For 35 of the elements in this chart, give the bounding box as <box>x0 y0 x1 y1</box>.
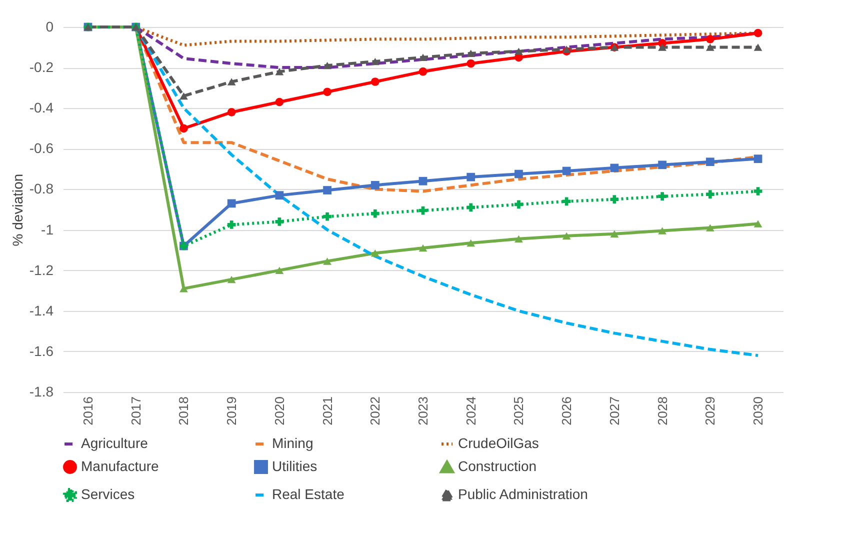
y-tick-label: -1.8 <box>29 384 54 400</box>
legend-label: Public Administration <box>458 486 588 502</box>
x-tick-label: 2024 <box>463 396 478 426</box>
y-tick-label: -0.6 <box>29 140 54 156</box>
y-tick-label: 0 <box>46 18 54 34</box>
y-tick-label: -0.2 <box>29 59 54 76</box>
x-tick-label: 2016 <box>80 396 96 426</box>
x-tick-label: 2022 <box>368 396 383 426</box>
x-tick-label: 2026 <box>559 396 574 426</box>
x-tick-label: 2025 <box>511 396 526 426</box>
legend-label: Mining <box>272 435 314 451</box>
y-tick-label: -1.4 <box>29 302 54 318</box>
y-tick-label: -1.6 <box>29 342 54 359</box>
legend-label: Manufacture <box>81 458 160 474</box>
y-tick-label: -0.4 <box>29 100 54 116</box>
x-tick-label: 2030 <box>750 396 766 426</box>
x-tick-label: 2023 <box>416 396 430 426</box>
x-tick-label: 2019 <box>224 396 240 426</box>
legend-label: Services <box>81 486 135 502</box>
x-tick-label: 2021 <box>320 396 335 426</box>
x-tick-label: 2018 <box>176 396 192 426</box>
x-tick-label: 2028 <box>654 396 670 426</box>
x-tick-label: 2029 <box>702 396 718 426</box>
x-tick-label: 2017 <box>128 396 144 426</box>
y-axis-title: % deviation <box>9 174 26 246</box>
x-tick-label: 2027 <box>606 396 622 426</box>
x-tick-label: 2020 <box>272 396 287 426</box>
y-tick-label: -0.8 <box>29 180 54 197</box>
y-tick-label: -1.2 <box>29 262 54 278</box>
y-tick-label: -1 <box>41 221 54 238</box>
legend-label: Agriculture <box>81 435 148 451</box>
legend-label: Construction <box>458 458 537 474</box>
legend-label: CrudeOilGas <box>458 435 539 451</box>
legend-label: Real Estate <box>272 486 345 502</box>
legend-label: Utilities <box>272 458 318 474</box>
